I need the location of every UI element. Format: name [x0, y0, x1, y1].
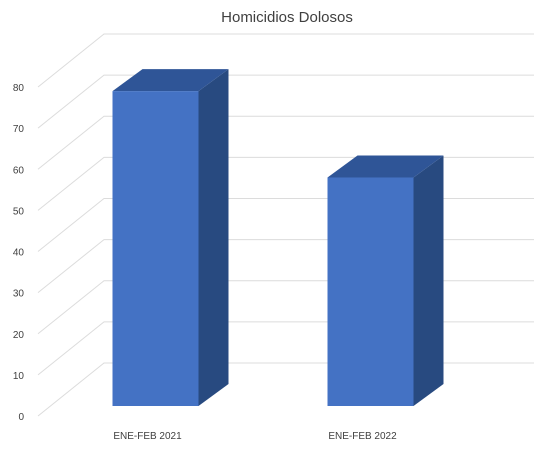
y-tick-label: 60 [13, 165, 25, 176]
chart-title: Homicidios Dolosos [221, 9, 353, 26]
gridline [37, 156, 534, 211]
gridline [37, 33, 534, 88]
bar-side-face [198, 69, 229, 407]
gridline [37, 198, 534, 252]
y-tick-label: 80 [13, 83, 25, 94]
gridlines [37, 33, 534, 417]
gridline [37, 362, 534, 417]
y-tick-label: 50 [13, 206, 25, 217]
bar-top-face [112, 69, 229, 92]
x-axis-categories: ENE-FEB 2021 ENE-FEB 2022 [113, 431, 397, 442]
bar [327, 155, 444, 406]
bar-front-face [327, 177, 414, 406]
y-tick-label: 0 [18, 412, 24, 423]
bar-front-face [112, 91, 199, 407]
bar [112, 69, 229, 407]
gridline [37, 280, 534, 335]
y-tick-label: 10 [13, 371, 25, 382]
gridline [37, 115, 534, 170]
x-category-label: ENE-FEB 2021 [113, 431, 182, 442]
x-category-label: ENE-FEB 2022 [328, 431, 397, 442]
gridline [37, 74, 534, 129]
y-tick-label: 20 [13, 330, 25, 341]
bar-top-face [327, 155, 444, 178]
y-axis-ticks: 0 10 20 30 40 50 60 70 80 [13, 83, 25, 423]
y-tick-label: 40 [13, 248, 25, 259]
gridline [37, 321, 534, 376]
bar-side-face [413, 155, 444, 406]
y-tick-label: 30 [13, 289, 25, 300]
gridline [37, 239, 534, 294]
bars [112, 69, 444, 407]
y-tick-label: 70 [13, 124, 25, 135]
